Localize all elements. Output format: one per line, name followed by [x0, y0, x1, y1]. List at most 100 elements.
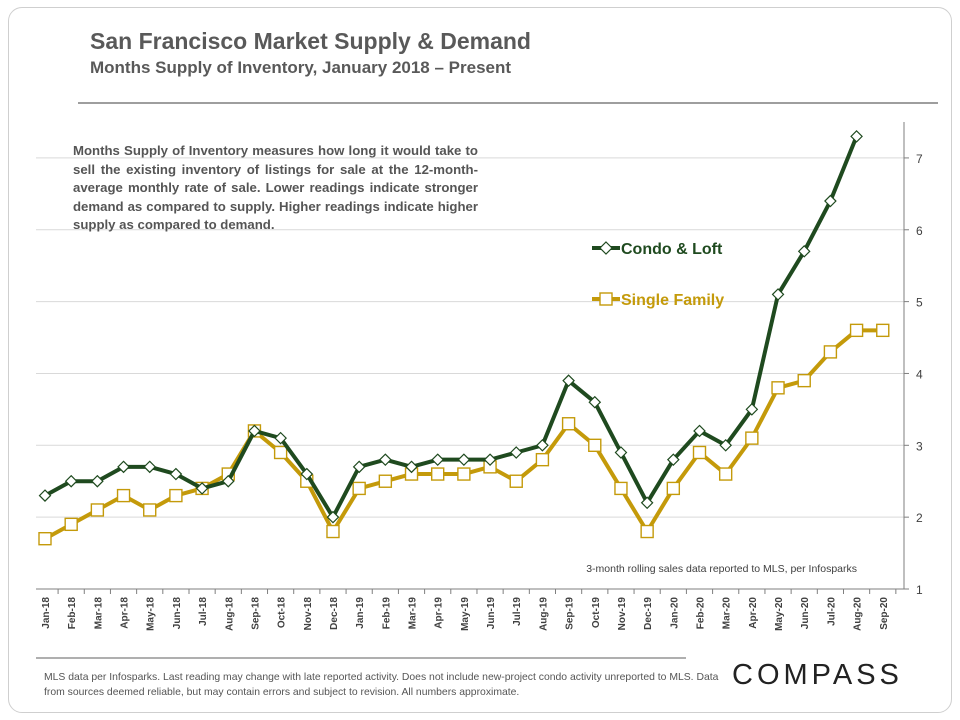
data-point	[143, 460, 157, 474]
data-point	[509, 446, 523, 459]
x-tick-label: Nov-18	[303, 597, 314, 631]
data-point	[300, 467, 314, 481]
x-tick-label: Dec-19	[643, 597, 654, 630]
x-tick-label: Jan-18	[41, 597, 52, 629]
data-point	[640, 524, 654, 539]
data-point	[64, 474, 78, 488]
data-point	[745, 431, 759, 445]
data-point	[849, 323, 864, 338]
x-tick-label: Feb-20	[696, 597, 707, 630]
legend-condo-marker	[599, 241, 613, 255]
data-point	[326, 510, 340, 524]
x-tick-label: Oct-18	[277, 597, 288, 629]
data-point	[745, 403, 759, 416]
legend-single-marker	[599, 292, 613, 306]
data-point	[640, 496, 654, 510]
x-tick-label: May-19	[460, 597, 471, 631]
x-tick-label: Jan-19	[355, 597, 366, 629]
x-tick-label: Sep-19	[565, 597, 576, 630]
data-point	[117, 460, 130, 474]
y-axis: 1 2 3 4 5 6 7	[903, 122, 923, 597]
data-point	[378, 474, 393, 488]
series-condo-loft	[38, 130, 863, 524]
x-tick-label: Aug-20	[853, 597, 864, 631]
data-point	[771, 288, 785, 301]
data-point	[326, 524, 340, 539]
data-point	[535, 452, 550, 467]
y-tick-label: 5	[916, 296, 923, 310]
data-point	[614, 446, 628, 459]
slide-card	[8, 7, 952, 713]
x-tick-label: Apr-18	[120, 597, 131, 629]
data-point	[561, 417, 576, 431]
x-tick-label: Aug-19	[538, 597, 549, 631]
data-point	[457, 467, 471, 481]
data-point	[588, 438, 602, 453]
x-tick-label: Mar-18	[93, 597, 104, 630]
legend-single-label: Single Family	[621, 292, 724, 309]
chart-description: Months Supply of Inventory measures how …	[73, 143, 478, 232]
data-point	[771, 381, 785, 395]
y-tick-label: 4	[916, 367, 923, 381]
data-point	[38, 489, 52, 502]
x-tick-label: May-18	[146, 597, 157, 631]
data-point	[588, 395, 602, 409]
data-point	[91, 474, 104, 488]
x-tick-label: Mar-20	[722, 597, 733, 630]
data-point	[274, 431, 287, 445]
data-point	[797, 373, 811, 388]
y-tick-label: 3	[916, 439, 923, 453]
chart-title: San Francisco Market Supply & Demand	[90, 28, 531, 54]
data-point	[693, 424, 706, 438]
data-point	[666, 453, 680, 467]
data-point	[562, 374, 575, 387]
x-tick-label: Jul-19	[512, 597, 523, 626]
data-point	[536, 438, 549, 452]
data-point	[666, 481, 681, 496]
x-tick-label: Nov-19	[617, 597, 628, 631]
data-point	[116, 488, 131, 503]
data-point	[143, 503, 157, 517]
x-tick-label: Sep-20	[879, 597, 890, 630]
series-line	[44, 135, 859, 520]
series-single-family	[38, 323, 890, 546]
data-point	[38, 532, 52, 546]
data-point	[614, 481, 628, 496]
data-point	[273, 445, 288, 460]
data-point	[876, 323, 890, 338]
compass-logo: COMPASS	[732, 659, 903, 691]
data-point	[221, 474, 235, 488]
data-point	[509, 474, 523, 488]
data-point	[797, 244, 811, 258]
data-point	[719, 438, 733, 452]
data-point	[378, 453, 392, 467]
y-tick-label: 2	[916, 511, 923, 525]
data-point	[405, 460, 418, 474]
y-tick-label: 6	[916, 224, 923, 238]
x-tick-label: Jul-18	[198, 597, 209, 626]
x-tick-label: Feb-18	[67, 597, 78, 630]
data-point	[823, 345, 838, 359]
data-point	[824, 194, 837, 208]
x-tick-label: May-20	[774, 597, 785, 631]
data-point	[457, 453, 471, 467]
x-tick-label: Jul-20	[826, 597, 837, 626]
data-point	[483, 453, 497, 467]
x-tick-label: Jun-18	[172, 597, 183, 630]
data-point	[431, 453, 445, 467]
data-point	[90, 503, 105, 517]
x-tick-label: Mar-19	[408, 597, 419, 630]
data-point	[169, 467, 183, 481]
x-tick-label: Jan-20	[669, 597, 680, 629]
data-point	[718, 467, 733, 481]
data-point	[352, 481, 366, 496]
series-layer	[38, 130, 890, 546]
legend: Condo & Loft Single Family	[592, 241, 724, 309]
footer-disclaimer: MLS data per Infosparks. Last reading ma…	[44, 672, 719, 698]
x-tick-label: Apr-19	[434, 597, 445, 629]
x-axis: Jan-18 Feb-18 Mar-18 Apr-18 May-18 Jun-18 Jul-…	[36, 588, 904, 631]
data-point	[431, 467, 445, 481]
data-point	[850, 130, 863, 143]
